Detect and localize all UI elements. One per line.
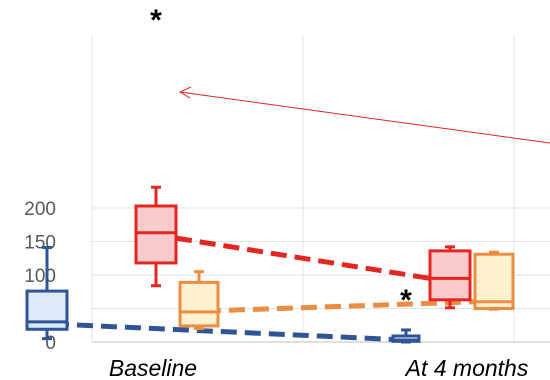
box-series [25, 185, 515, 344]
box-iqr [178, 280, 220, 328]
box-plot [473, 250, 515, 311]
x-category-label-baseline: Baseline [109, 355, 197, 380]
box-iqr [134, 204, 178, 265]
box-plot [391, 328, 421, 344]
significance-star-4-months: * [400, 284, 412, 317]
y-tick-label: 200 [24, 199, 56, 220]
box-iqr [25, 289, 69, 331]
box-plot [25, 246, 69, 341]
box-iqr [473, 252, 515, 310]
y-tick-label: 150 [24, 233, 56, 254]
pointer-arrow-head [178, 86, 192, 99]
median-trend-lines [52, 235, 476, 343]
median-trend-line [180, 299, 476, 315]
y-tick-label: 0 [45, 333, 56, 354]
median-trend-line [175, 235, 431, 281]
box-plot [428, 245, 472, 310]
box-plot [178, 270, 220, 331]
box-plot [134, 185, 178, 288]
pointer-arrow [178, 86, 550, 144]
y-tick-label: 100 [24, 266, 56, 287]
significance-star-baseline: * [150, 4, 162, 37]
box-iqr [428, 249, 472, 302]
x-category-label-4-months: At 4 months [404, 355, 529, 380]
pointer-arrow-line [179, 91, 550, 144]
median-trend-line [52, 321, 407, 343]
